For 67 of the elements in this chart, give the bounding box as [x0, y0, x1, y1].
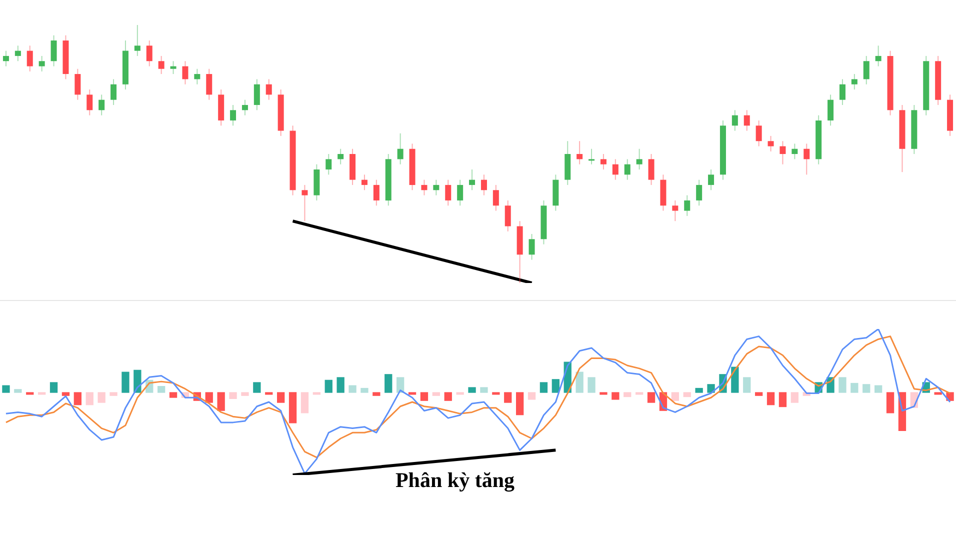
- bar: [671, 392, 680, 401]
- bar: [157, 386, 166, 393]
- bar: [98, 392, 106, 403]
- bar: [276, 392, 285, 403]
- bar: [576, 372, 584, 393]
- bar: [26, 392, 34, 395]
- bar: [241, 392, 249, 396]
- bar: [300, 392, 309, 414]
- bar: [456, 392, 464, 395]
- bar: [934, 392, 942, 395]
- bar: [468, 387, 476, 393]
- bar: [420, 392, 428, 401]
- bar: [695, 388, 703, 393]
- bar: [229, 392, 237, 399]
- bar: [336, 377, 344, 393]
- bar: [516, 392, 524, 416]
- bar: [504, 392, 512, 403]
- bar: [731, 366, 739, 393]
- bar: [324, 380, 332, 393]
- bar: [540, 382, 548, 393]
- bar: [647, 392, 656, 403]
- bar: [205, 392, 213, 403]
- bar: [874, 385, 882, 393]
- bar: [635, 392, 644, 395]
- bar: [886, 392, 894, 414]
- bar: [134, 370, 142, 393]
- bar: [838, 377, 846, 393]
- bar: [384, 374, 392, 393]
- bar: [588, 377, 596, 393]
- bar: [408, 392, 416, 395]
- bar: [766, 392, 775, 406]
- bar: [432, 392, 440, 396]
- bar: [169, 392, 178, 398]
- bar: [600, 392, 608, 395]
- bar: [312, 392, 321, 395]
- bar: [122, 372, 130, 393]
- bar: [396, 377, 404, 393]
- bar: [683, 392, 691, 398]
- bar: [217, 392, 225, 411]
- bar: [612, 392, 620, 400]
- bar: [38, 392, 46, 395]
- bar: [778, 392, 787, 408]
- bar: [62, 392, 70, 396]
- bar: [253, 382, 261, 393]
- bar: [110, 392, 118, 396]
- bar: [862, 384, 870, 393]
- annotation: Phân kỳ tăng: [394, 468, 516, 493]
- bar: [360, 388, 368, 393]
- bar: [74, 392, 82, 406]
- bar: [14, 389, 22, 393]
- bar: [265, 392, 273, 395]
- bar: [2, 385, 10, 393]
- bar: [444, 392, 452, 401]
- bar: [790, 392, 799, 403]
- bar: [86, 392, 94, 406]
- bar: [552, 379, 560, 393]
- bar: [288, 392, 297, 424]
- bar: [480, 387, 488, 393]
- bar: [743, 377, 751, 393]
- bar: [528, 392, 536, 400]
- bar: [50, 382, 58, 393]
- bar: [850, 382, 858, 393]
- bar: [754, 392, 763, 396]
- bar: [492, 392, 500, 395]
- bar: [348, 385, 356, 393]
- bar: [372, 392, 380, 396]
- bar: [624, 392, 632, 398]
